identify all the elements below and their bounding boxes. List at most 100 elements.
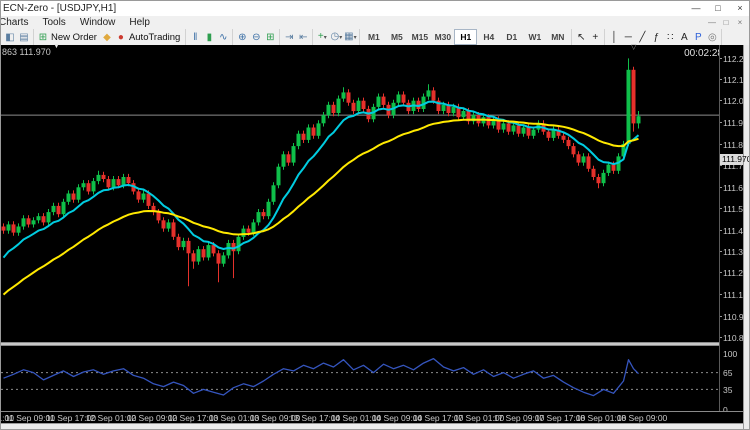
zoom-in-icon[interactable]: ⊕ xyxy=(238,31,247,43)
oscillator-axis-label: 65 xyxy=(723,368,733,378)
time-axis-label: 11 Sep 09:00 xyxy=(5,413,55,423)
arrows-icon[interactable]: P xyxy=(695,31,702,43)
indicators-icon[interactable]: +▾ xyxy=(317,30,327,42)
restore-button[interactable]: □ xyxy=(715,3,721,13)
quote-info: 863 111.970 xyxy=(2,47,51,57)
vertical-line-icon[interactable]: │ xyxy=(611,31,618,43)
price-axis-label: 110.890 xyxy=(720,333,749,343)
timeframe-mn[interactable]: MN xyxy=(551,32,565,42)
chart-window: ▼ ▽ 863 111.970 00:02:28 112.245112.1451… xyxy=(1,43,750,429)
price-axis-label: 111.515 xyxy=(720,204,749,214)
oscillator-axis-label: 0 xyxy=(723,405,728,415)
menu-help[interactable]: Help xyxy=(129,17,150,28)
price-axis-label: 112.040 xyxy=(720,96,749,106)
chart-close-button[interactable]: × xyxy=(737,17,743,27)
title-bar: ECN-Zero - [USDJPY,H1] — □ × xyxy=(1,1,749,16)
oscillator-axis-label: 35 xyxy=(723,385,733,395)
autotrading-button[interactable]: ● xyxy=(117,31,124,43)
candle-countdown: 00:02:28 xyxy=(684,48,723,59)
time-axis-label: 11 Sep 01:00 xyxy=(1,413,14,423)
line-chart-icon[interactable]: ∿ xyxy=(219,31,228,43)
time-axis-label: 14 Sep 09:00 xyxy=(371,413,423,423)
minimize-button[interactable]: — xyxy=(691,3,701,13)
window-right-frame xyxy=(743,45,749,429)
profiles-icon[interactable]: ◧ xyxy=(5,31,15,43)
time-axis-label: 18 Sep 01:00 xyxy=(575,413,627,423)
time-axis-label: 13 Sep 17:00 xyxy=(289,413,341,423)
cursor-icon[interactable]: ↖ xyxy=(577,31,586,43)
price-axis-label: 111.410 xyxy=(720,226,749,236)
current-price-tag: 111.970 xyxy=(720,154,750,165)
menu-bar: Charts Tools Window Help — □ × xyxy=(0,16,749,30)
fibonacci-icon[interactable]: ƒ xyxy=(653,31,660,43)
bars-chart-icon[interactable]: ‖ xyxy=(193,31,198,43)
menu-window[interactable]: Window xyxy=(79,17,116,28)
price-axis-label: 111.830 xyxy=(720,140,749,150)
new-order-button[interactable]: ⊞ xyxy=(38,31,48,43)
new-order-button-label[interactable]: New Order xyxy=(51,31,97,43)
toolbar: ◧ ▤ ⊞ New Order ◆ ● AutoTrading ‖ ▮ ∿ ⊕ ⊖ ⊞ ⇥ ⇤ +▾ ◷▾ ▦▾ M… xyxy=(1,29,749,46)
shapes-icon[interactable]: ◎ xyxy=(707,31,717,43)
timeframe-d1[interactable]: D1 xyxy=(506,32,518,42)
close-button[interactable]: × xyxy=(737,3,743,13)
timeframe-m5[interactable]: M5 xyxy=(390,32,403,42)
timeframe-m15[interactable]: M15 xyxy=(411,32,429,42)
candlestick-chart-icon[interactable]: ▮ xyxy=(206,31,213,43)
timeframe-m1[interactable]: M1 xyxy=(367,32,380,42)
time-axis-label: 12 Sep 09:00 xyxy=(126,413,178,423)
price-axis-label: 111.100 xyxy=(720,290,749,300)
zoom-out-icon[interactable]: ⊖ xyxy=(252,31,261,43)
price-axis-label: 112.145 xyxy=(720,75,749,85)
price-axis-label: 111.205 xyxy=(720,268,749,278)
horizontal-line-icon[interactable]: ─ xyxy=(624,31,632,43)
price-axis-label: 110.995 xyxy=(720,312,749,322)
time-axis-label: 14 Sep 01:00 xyxy=(330,413,382,423)
templates-icon[interactable]: ▦▾ xyxy=(344,30,357,42)
timeframe-w1[interactable]: W1 xyxy=(528,32,542,42)
window-bottom-frame xyxy=(1,423,743,429)
autotrading-button-label[interactable]: AutoTrading xyxy=(128,31,181,43)
timeframe-m30[interactable]: M30 xyxy=(434,32,452,42)
price-axis-label: 111.935 xyxy=(720,118,749,128)
price-axis-label: 111.725 xyxy=(720,161,749,171)
timeframe-h4[interactable]: H4 xyxy=(483,32,495,42)
time-axis-label: 14 Sep 17:00 xyxy=(412,413,464,423)
time-axis-label: 12 Sep 01:00 xyxy=(85,413,137,423)
window-separator[interactable] xyxy=(1,342,743,346)
time-axis-label: 11 Sep 17:00 xyxy=(46,413,96,423)
oscillator-axis-label: 100 xyxy=(723,349,738,359)
chart-restore-button[interactable]: □ xyxy=(723,17,729,27)
oscillator-plot[interactable] xyxy=(1,346,719,411)
price-axis[interactable]: 112.245 112.145 112.040 111.935 111.830 111.7… xyxy=(719,45,749,415)
window-title: ECN-Zero - [USDJPY,H1] xyxy=(3,3,117,14)
time-axis-label: 18 Sep 09:00 xyxy=(616,413,668,423)
periods-icon[interactable]: ◷▾ xyxy=(330,30,343,42)
chart-minimize-button[interactable]: — xyxy=(708,17,716,27)
data-window-icon[interactable]: ▤ xyxy=(19,31,29,43)
text-icon[interactable]: A xyxy=(681,31,688,43)
price-axis-label: 111.310 xyxy=(720,247,749,257)
time-axis-label: 17 Sep 01:00 xyxy=(453,413,505,423)
autoscroll-icon[interactable]: ⇥ xyxy=(285,31,294,43)
symbol-marker-icon: ▼ xyxy=(53,43,60,50)
menu-tools[interactable]: Tools xyxy=(42,17,66,28)
menu-charts[interactable]: Charts xyxy=(0,17,29,28)
time-axis-label: 13 Sep 09:00 xyxy=(249,413,301,423)
timeframe-h1[interactable]: H1 xyxy=(454,29,478,45)
trendline-icon[interactable]: ╱ xyxy=(639,31,646,43)
equidistant-channel-icon[interactable]: ∷ xyxy=(667,31,674,43)
price-chart-plot[interactable] xyxy=(1,45,719,342)
tile-windows-icon[interactable]: ⊞ xyxy=(266,31,275,43)
time-axis-label: 13 Sep 01:00 xyxy=(208,413,260,423)
price-axis-label: 112.245 xyxy=(720,54,749,64)
price-axis-label: 111.620 xyxy=(720,183,749,193)
chart-shift-icon[interactable]: ⇤ xyxy=(299,31,308,43)
crosshair-icon[interactable]: + xyxy=(592,31,599,43)
time-axis-label: 17 Sep 17:00 xyxy=(534,413,586,423)
time-axis-label: 17 Sep 09:00 xyxy=(493,413,545,423)
time-axis-label: 12 Sep 17:00 xyxy=(167,413,219,423)
chart-shift-marker-icon: ▽ xyxy=(631,44,637,51)
metaeditor-icon[interactable]: ◆ xyxy=(103,31,111,43)
